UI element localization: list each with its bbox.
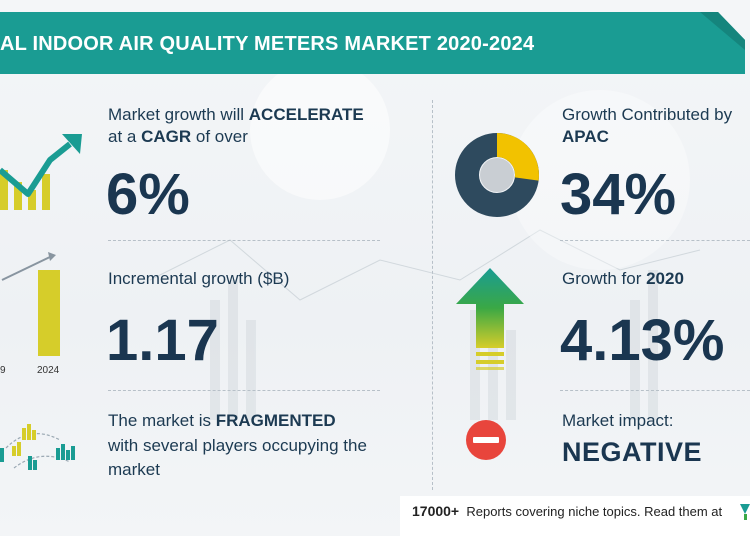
donut-chart-icon <box>455 133 539 217</box>
bar-tick-left: 9 <box>0 365 6 376</box>
cagr-label-line1: Market growth will ACCELERATE <box>108 105 364 124</box>
left-divider-1 <box>108 240 380 241</box>
title-banner <box>0 12 745 74</box>
right-divider-2 <box>560 390 750 391</box>
brand-mark-icon <box>740 504 750 520</box>
incremental-label: Incremental growth ($B) <box>108 269 290 288</box>
cagr-value: 6% <box>106 162 190 227</box>
footer-text: 17000+ Reports covering niche topics. Re… <box>412 503 723 519</box>
players-icon <box>0 424 75 470</box>
footer-bar <box>400 496 750 536</box>
apac-label: Growth Contributed by <box>562 105 733 124</box>
page-title: AL INDOOR AIR QUALITY METERS MARKET 2020… <box>0 33 535 55</box>
impact-value: NEGATIVE <box>562 437 703 467</box>
cagr-label-line2: at a CAGR of over <box>108 127 248 146</box>
trend-arrow-icon <box>0 134 82 210</box>
bar-tick-right: 2024 <box>37 365 60 376</box>
minus-circle-icon <box>466 420 506 460</box>
growth2020-value: 4.13% <box>560 308 725 373</box>
incremental-value: 1.17 <box>106 308 219 373</box>
left-divider-2 <box>108 390 380 391</box>
up-arrow-icon <box>456 268 524 370</box>
apac-region: APAC <box>562 127 609 146</box>
right-divider-1 <box>560 240 750 241</box>
column-divider <box>432 100 433 490</box>
apac-value: 34% <box>560 162 677 227</box>
fragmented-line3: market <box>108 460 160 479</box>
bar-chart-icon <box>1 252 60 356</box>
fragmented-line2: with several players occupying the <box>108 436 367 455</box>
growth2020-label: Growth for 2020 <box>562 269 684 288</box>
fragmented-line1: The market is FRAGMENTED <box>108 411 336 430</box>
impact-label: Market impact: <box>562 411 674 430</box>
